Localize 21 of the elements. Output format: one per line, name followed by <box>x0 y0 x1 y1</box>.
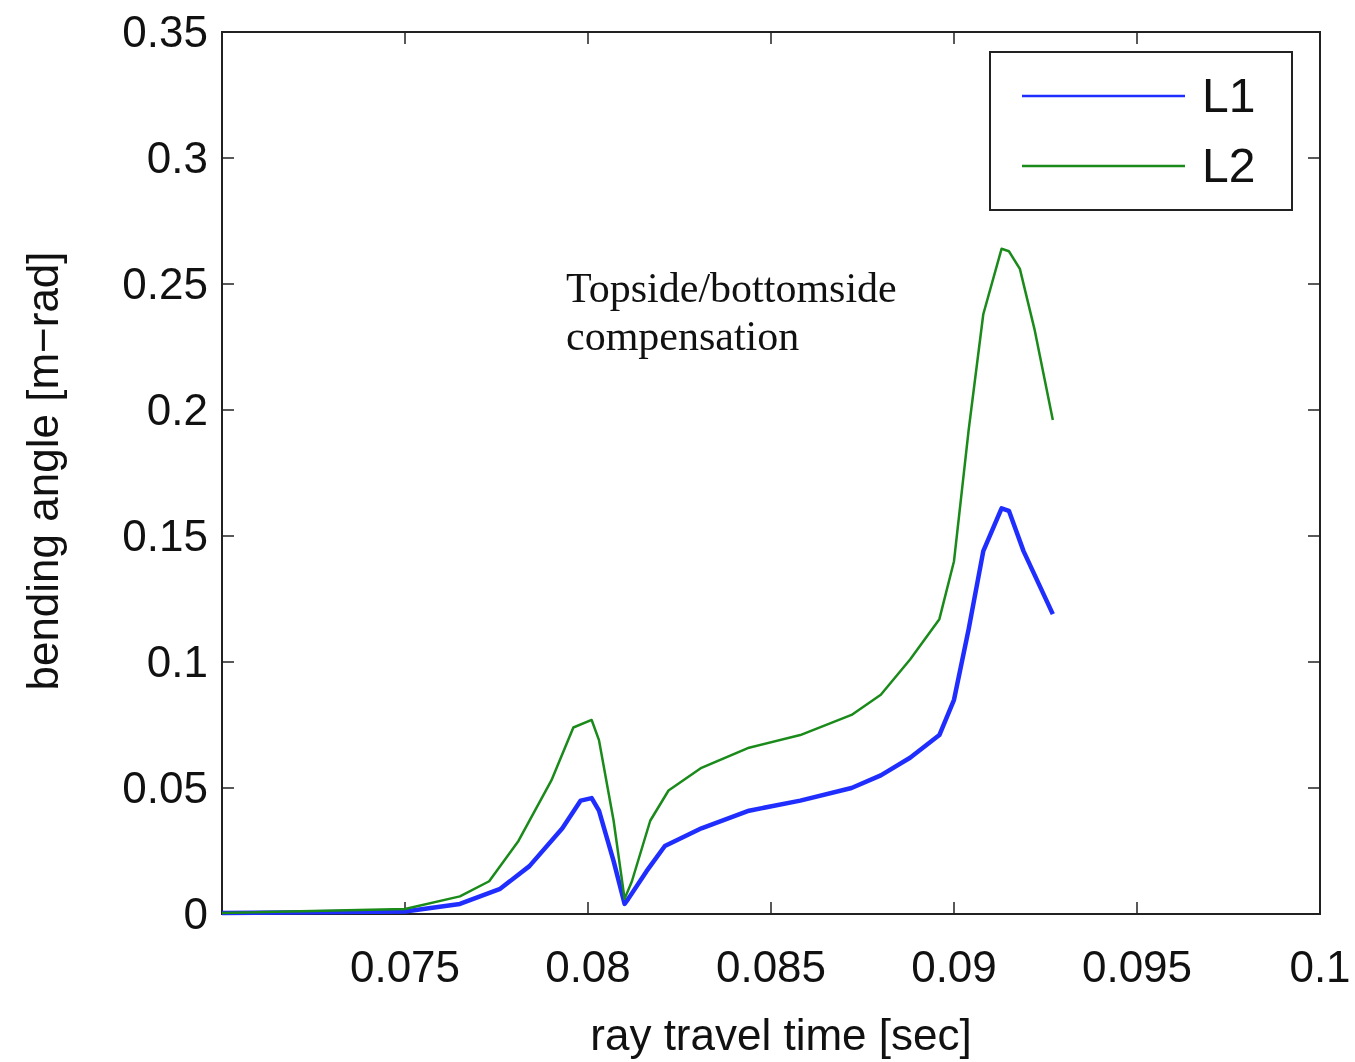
y-tick-label: 0.25 <box>122 259 208 308</box>
y-axis-title: bending angle [m−rad] <box>18 251 67 691</box>
y-tick-label: 0 <box>183 889 208 938</box>
y-tick-label: 0.2 <box>146 385 208 434</box>
annotation: Topside/bottomside compensation <box>566 265 897 359</box>
y-tick-label: 0.1 <box>146 637 208 686</box>
line-series <box>220 247 1055 915</box>
x-tick-label: 0.1 <box>1289 942 1351 991</box>
x-tick-label: 0.085 <box>715 942 827 991</box>
x-tick-label: 0.08 <box>545 942 631 991</box>
x-tick-label: 0.075 <box>349 942 461 991</box>
legend-label: L2 <box>1202 139 1256 192</box>
y-tick-label: 0.35 <box>122 7 208 56</box>
legend-label: L1 <box>1202 69 1256 122</box>
x-axis-title: ray travel time [sec] <box>590 1010 972 1059</box>
y-tick-label: 0.05 <box>122 763 208 812</box>
y-tick-label: 0.15 <box>122 511 208 560</box>
x-tick-label: 0.095 <box>1081 942 1193 991</box>
x-tick-label: 0.09 <box>911 942 997 991</box>
y-tick-label: 0.3 <box>146 133 208 182</box>
line-series <box>219 506 1056 916</box>
